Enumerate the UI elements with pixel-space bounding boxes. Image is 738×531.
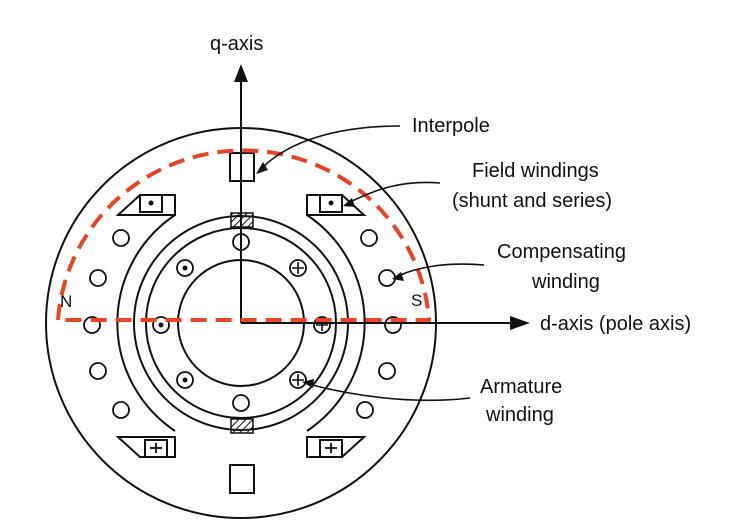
armature-dot-left xyxy=(152,316,170,334)
brush-bottom xyxy=(230,418,254,434)
compensating-leader xyxy=(397,263,485,277)
interpole-label: Interpole xyxy=(412,115,490,137)
interpole-leader xyxy=(261,125,401,169)
highlight-dashed-boundary xyxy=(56,148,431,322)
pole-n-label: N xyxy=(60,292,72,311)
compensating-leader-arrow xyxy=(392,272,404,281)
q-axis-label: q-axis xyxy=(210,33,263,55)
armature-cross-upper-right xyxy=(289,259,307,277)
q-axis-arrowhead xyxy=(234,64,248,82)
compensating-label-line2: winding xyxy=(531,271,600,293)
pole-arc-left xyxy=(116,214,176,432)
field-windings-label-line2: (shunt and series) xyxy=(452,190,612,212)
d-axis-arrowhead xyxy=(510,316,530,330)
armature-leader xyxy=(307,383,471,402)
pole-shoe-bottom-left xyxy=(115,436,176,458)
field-winding-leader-arrow xyxy=(343,198,355,207)
armature-dot-lower-left xyxy=(176,371,194,389)
field-winding-leader xyxy=(349,181,441,203)
armature-conductor-bottom xyxy=(232,394,250,412)
field-cross-bottom-right xyxy=(325,443,337,453)
armature-dot-upper-left xyxy=(176,259,194,277)
compensating-label-line1: Compensating xyxy=(497,241,626,263)
interpole-leader-arrow xyxy=(256,162,268,174)
field-dot-top-right xyxy=(328,200,334,206)
interpole-bottom xyxy=(229,464,255,494)
field-windings-label-line1: Field windings xyxy=(472,160,599,182)
pole-s-label: S xyxy=(411,291,422,310)
armature-cross-lower-right xyxy=(289,371,307,389)
armature-label-line2: winding xyxy=(485,404,554,426)
compensating-conductors xyxy=(83,229,402,419)
pole-shoe-top-left xyxy=(115,194,176,216)
armature-leader-arrow xyxy=(302,379,314,388)
field-cross-bottom-left xyxy=(150,443,162,453)
armature-label-line1: Armature xyxy=(480,376,562,398)
d-axis-label: d-axis (pole axis) xyxy=(540,313,691,335)
field-dot-top-left xyxy=(148,200,154,206)
